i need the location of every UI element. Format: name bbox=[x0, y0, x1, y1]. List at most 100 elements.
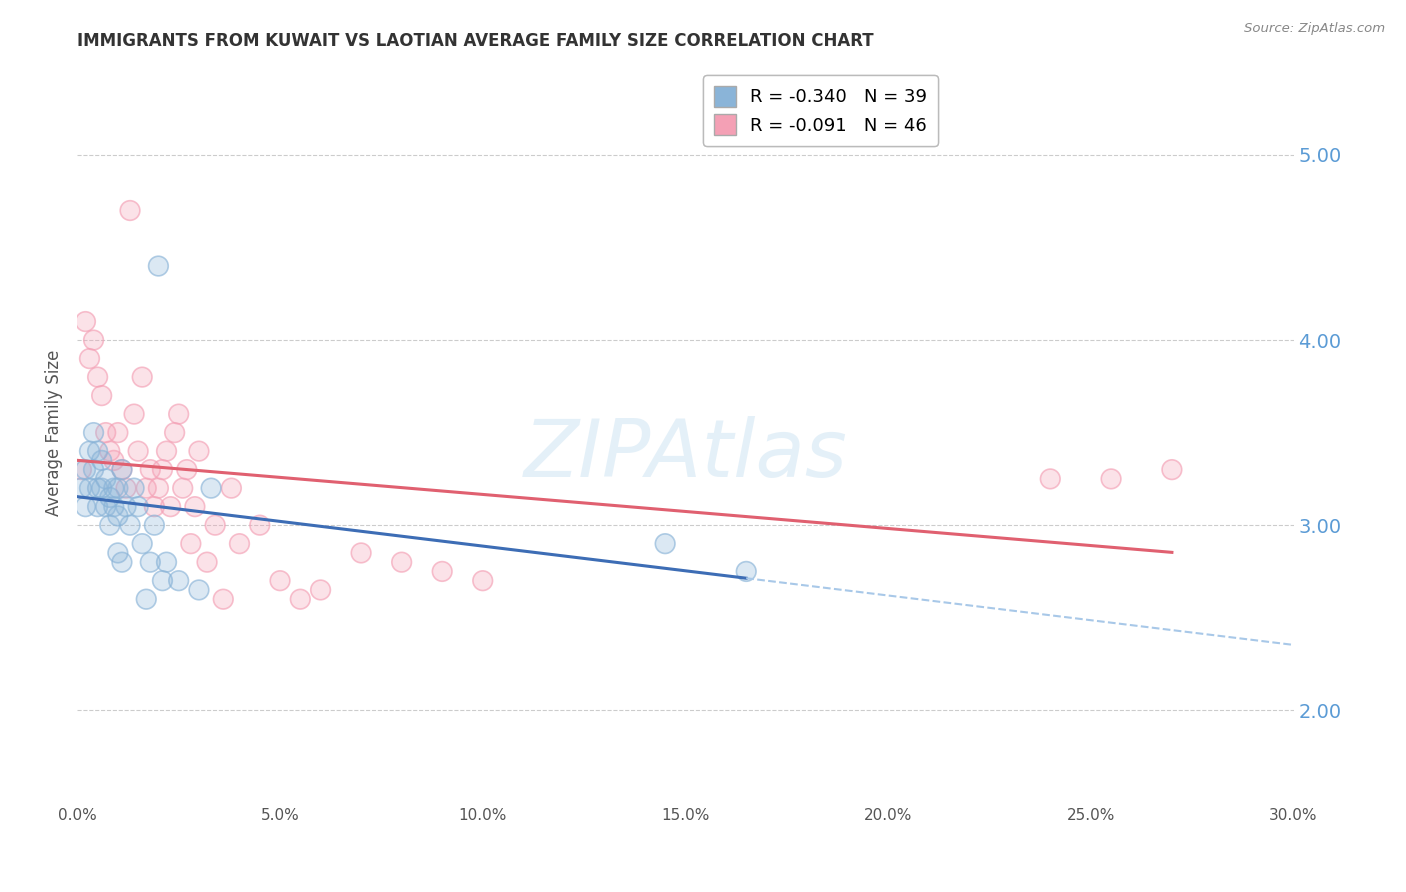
Point bbox=[86, 481, 108, 495]
Point bbox=[70, 481, 93, 495]
Point bbox=[131, 536, 153, 550]
Point bbox=[249, 518, 271, 533]
Point bbox=[188, 444, 211, 458]
Point bbox=[163, 425, 186, 440]
Point bbox=[103, 500, 125, 514]
Point bbox=[139, 462, 162, 476]
Point bbox=[1039, 472, 1062, 486]
Point bbox=[94, 500, 117, 514]
Point bbox=[107, 546, 129, 560]
Point bbox=[90, 453, 112, 467]
Point bbox=[290, 592, 312, 607]
Point bbox=[122, 407, 145, 421]
Legend: R = -0.340   N = 39, R = -0.091   N = 46: R = -0.340 N = 39, R = -0.091 N = 46 bbox=[703, 75, 938, 145]
Point bbox=[111, 462, 134, 476]
Point bbox=[188, 582, 211, 597]
Text: Source: ZipAtlas.com: Source: ZipAtlas.com bbox=[1244, 22, 1385, 36]
Point bbox=[188, 444, 211, 458]
Point bbox=[90, 388, 112, 402]
Point bbox=[269, 574, 291, 588]
Point bbox=[200, 481, 222, 495]
Point bbox=[309, 582, 332, 597]
Point bbox=[83, 462, 105, 476]
Point bbox=[75, 462, 97, 476]
Point bbox=[83, 425, 105, 440]
Point bbox=[86, 500, 108, 514]
Point bbox=[148, 259, 170, 273]
Point bbox=[94, 425, 117, 440]
Point bbox=[103, 453, 125, 467]
Point bbox=[103, 481, 125, 495]
Point bbox=[350, 546, 373, 560]
Point bbox=[204, 518, 226, 533]
Point bbox=[143, 500, 166, 514]
Y-axis label: Average Family Size: Average Family Size bbox=[45, 350, 63, 516]
Point bbox=[155, 444, 177, 458]
Point bbox=[228, 536, 250, 550]
Point bbox=[167, 407, 190, 421]
Point bbox=[79, 444, 101, 458]
Text: ZIPAtlas: ZIPAtlas bbox=[523, 416, 848, 494]
Point bbox=[139, 555, 162, 569]
Point bbox=[167, 407, 190, 421]
Point bbox=[290, 592, 312, 607]
Point bbox=[79, 481, 101, 495]
Point bbox=[111, 555, 134, 569]
Point bbox=[176, 462, 198, 476]
Point bbox=[195, 555, 218, 569]
Point bbox=[115, 481, 138, 495]
Point bbox=[471, 574, 494, 588]
Point bbox=[152, 574, 174, 588]
Point bbox=[391, 555, 413, 569]
Point bbox=[155, 555, 177, 569]
Point bbox=[98, 491, 121, 505]
Point bbox=[111, 462, 134, 476]
Point bbox=[86, 370, 108, 384]
Point bbox=[176, 462, 198, 476]
Point bbox=[79, 351, 101, 366]
Point bbox=[139, 462, 162, 476]
Point bbox=[86, 500, 108, 514]
Point bbox=[148, 259, 170, 273]
Point bbox=[75, 500, 97, 514]
Point bbox=[159, 500, 181, 514]
Point bbox=[1161, 462, 1184, 476]
Point bbox=[167, 574, 190, 588]
Point bbox=[83, 425, 105, 440]
Point bbox=[167, 574, 190, 588]
Point bbox=[111, 462, 134, 476]
Point bbox=[152, 574, 174, 588]
Point bbox=[79, 481, 101, 495]
Point bbox=[471, 574, 494, 588]
Point bbox=[155, 444, 177, 458]
Point bbox=[103, 481, 125, 495]
Point bbox=[83, 333, 105, 347]
Point bbox=[188, 582, 211, 597]
Point bbox=[148, 481, 170, 495]
Point bbox=[122, 407, 145, 421]
Point bbox=[172, 481, 194, 495]
Point bbox=[118, 203, 141, 218]
Point bbox=[75, 315, 97, 329]
Point bbox=[79, 351, 101, 366]
Point bbox=[221, 481, 243, 495]
Point bbox=[103, 453, 125, 467]
Point bbox=[79, 444, 101, 458]
Point bbox=[148, 481, 170, 495]
Point bbox=[83, 333, 105, 347]
Point bbox=[127, 500, 149, 514]
Text: IMMIGRANTS FROM KUWAIT VS LAOTIAN AVERAGE FAMILY SIZE CORRELATION CHART: IMMIGRANTS FROM KUWAIT VS LAOTIAN AVERAG… bbox=[77, 32, 875, 50]
Point bbox=[127, 500, 149, 514]
Point bbox=[107, 481, 129, 495]
Point bbox=[118, 518, 141, 533]
Point bbox=[350, 546, 373, 560]
Point bbox=[1099, 472, 1122, 486]
Point bbox=[1039, 472, 1062, 486]
Point bbox=[249, 518, 271, 533]
Point bbox=[127, 444, 149, 458]
Point bbox=[98, 518, 121, 533]
Point bbox=[90, 453, 112, 467]
Point bbox=[90, 481, 112, 495]
Point bbox=[143, 518, 166, 533]
Point bbox=[1099, 472, 1122, 486]
